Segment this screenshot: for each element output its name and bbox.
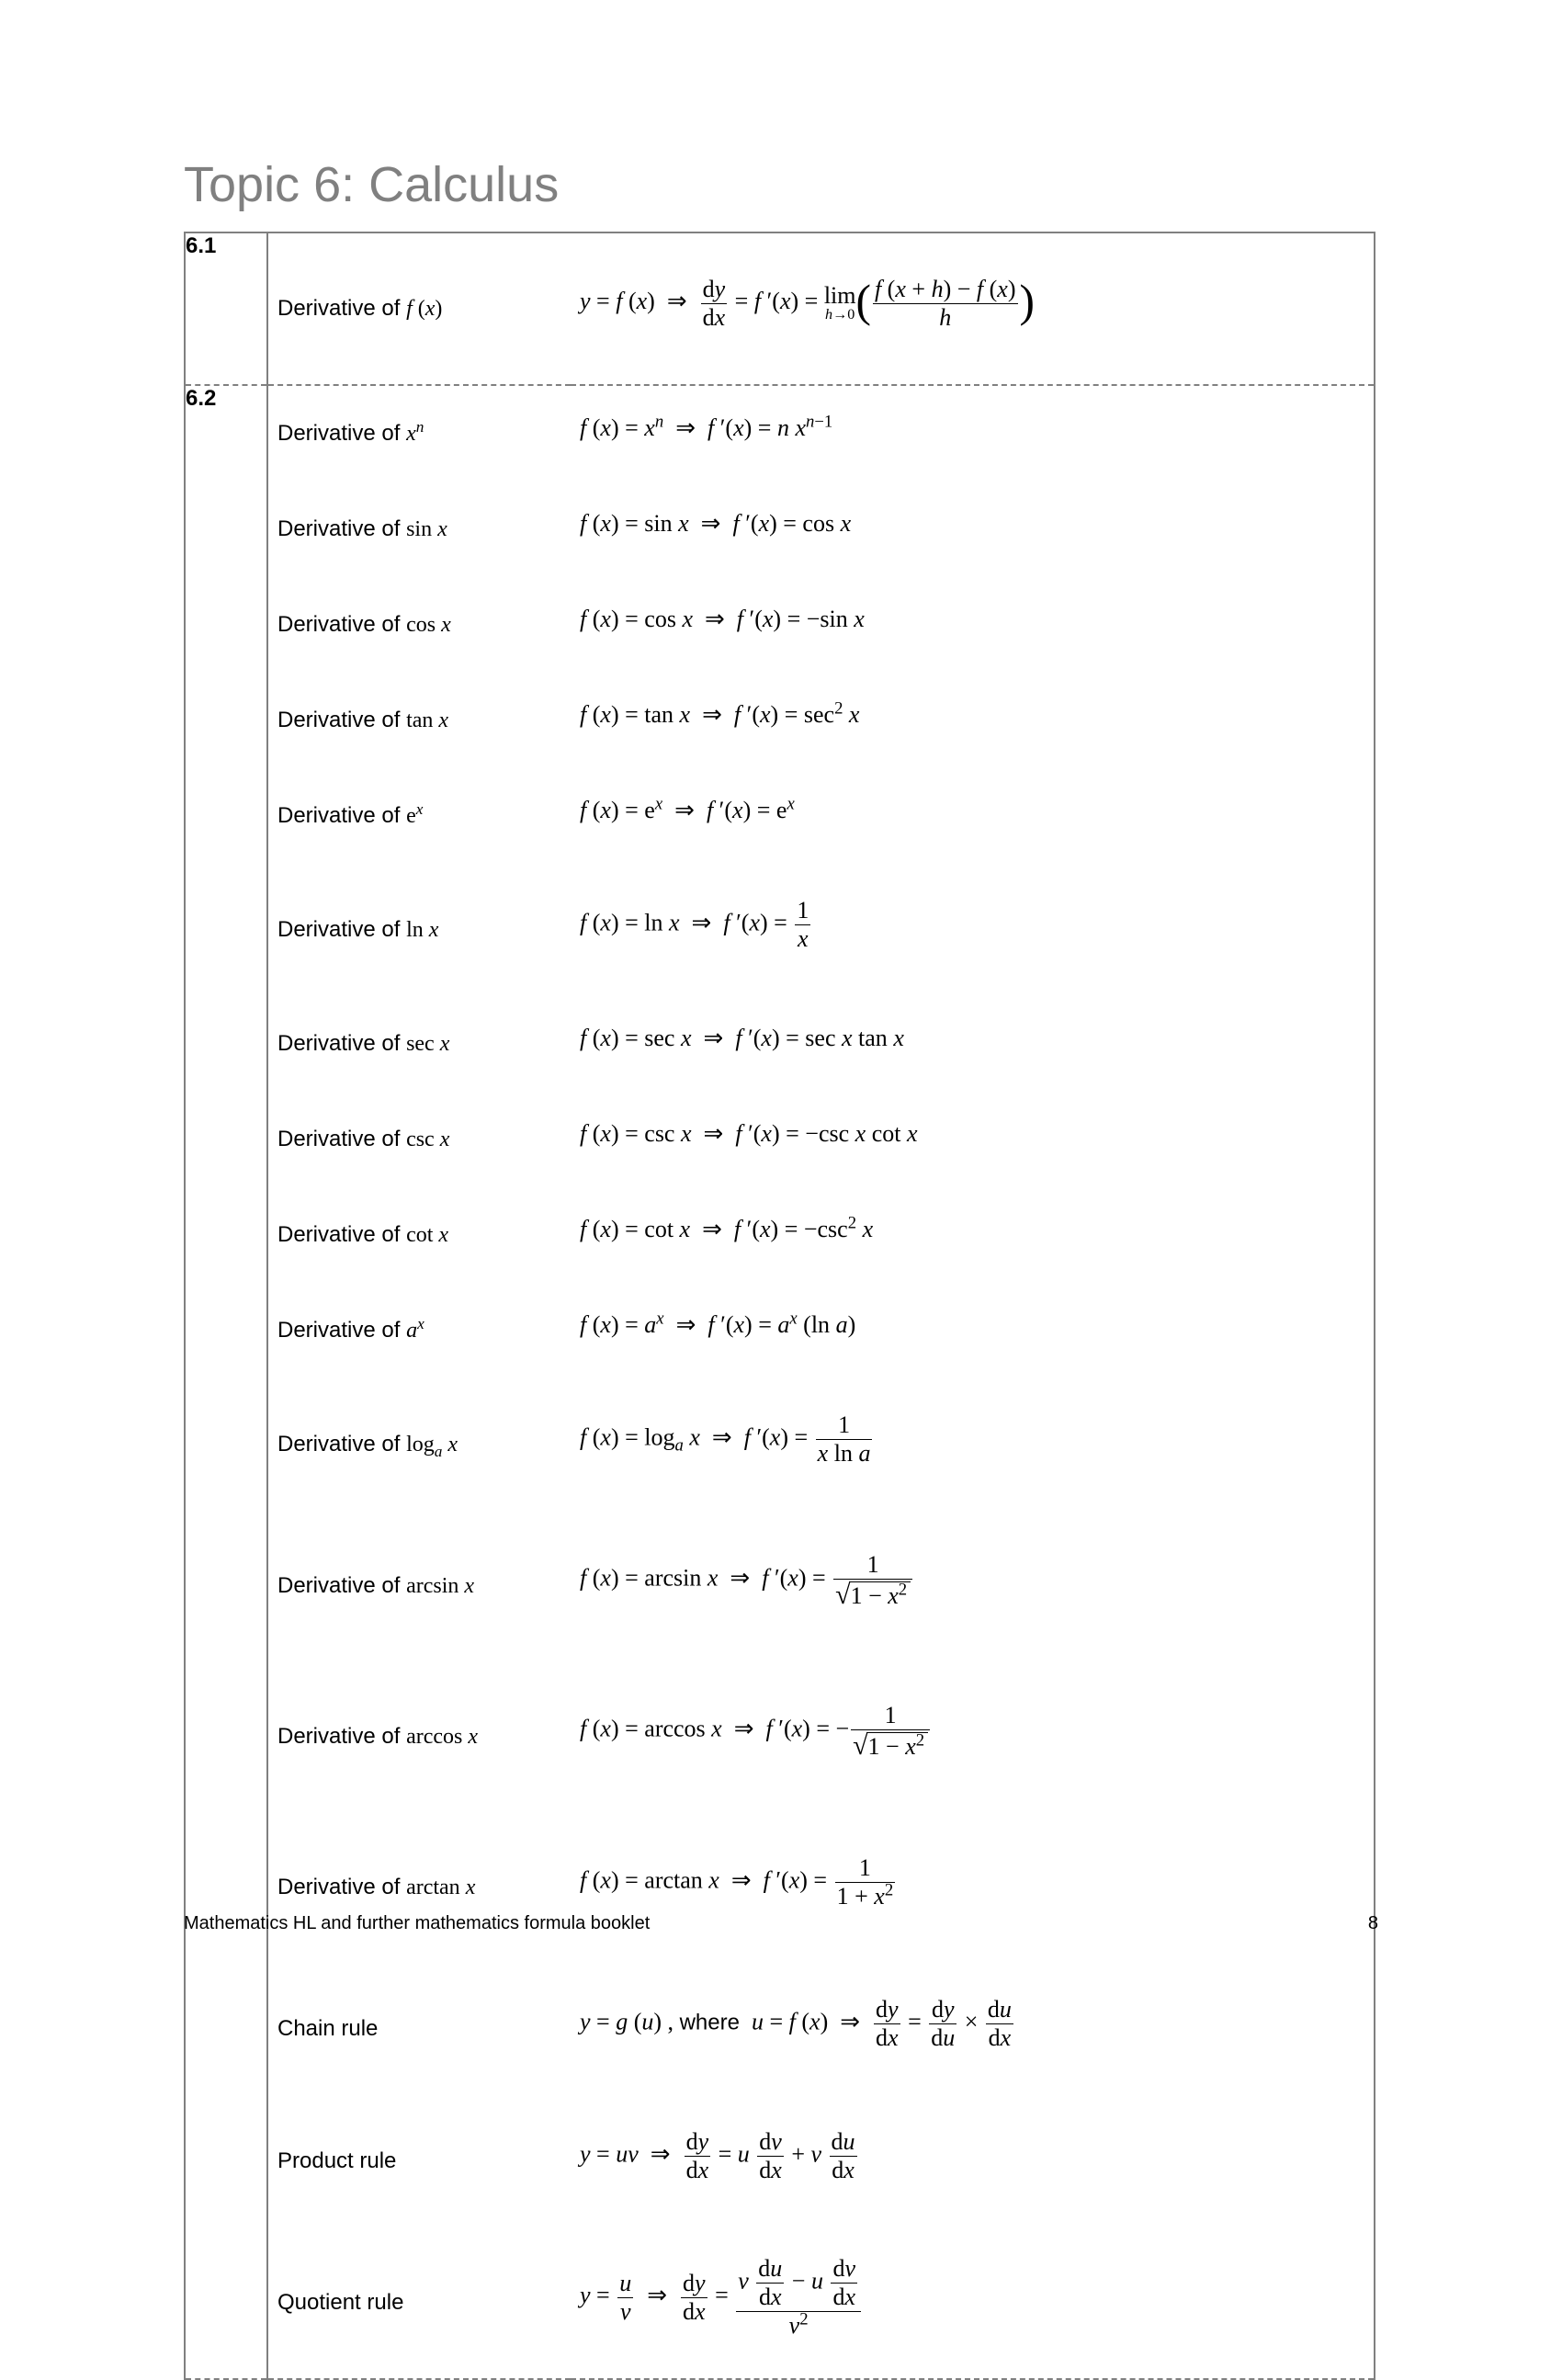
formula-label: Derivative of csc x [277, 1127, 449, 1152]
formula-cell: f (x) = ax ⇒ f ′(x) = ax (ln a) [571, 1283, 1375, 1378]
formula-label: Derivative of ln x [277, 917, 438, 943]
formula-label: Derivative of cos x [277, 612, 451, 638]
formula-label: Product rule [277, 2148, 396, 2174]
formula-label-cell: Derivative of tan x [267, 673, 571, 768]
page-footer: Mathematics HL and further mathematics f… [184, 1913, 1378, 1934]
formula-label-cell: Derivative of ln x [267, 864, 571, 996]
formula-label-cell: Derivative of sec x [267, 996, 571, 1092]
formula-cell: f (x) = csc x ⇒ f ′(x) = −csc x cot x [571, 1092, 1375, 1187]
formula: f (x) = arccos x ⇒ f ′(x) = −1√1 − x2 [580, 1702, 932, 1761]
formula-label: Derivative of arccos x [277, 1724, 478, 1750]
section-number: 6.1 [185, 232, 267, 385]
table-row: Derivative of tan x f (x) = tan x ⇒ f ′(x… [185, 673, 1375, 768]
formula-label: Derivative of f (x) [277, 296, 442, 322]
table-row: Derivative of ln x f (x) = ln x ⇒ f ′(x) … [185, 864, 1375, 996]
formula-label-cell: Chain rule [267, 1963, 571, 2095]
formula-label: Derivative of loga x [277, 1432, 458, 1457]
formula-label-cell: Derivative of sin x [267, 482, 571, 577]
footer-left: Mathematics HL and further mathematics f… [184, 1913, 650, 1934]
table-row: Product rule y = uv ⇒ dydx = u dvdx + v d… [185, 2095, 1375, 2227]
formula-label: Derivative of arctan x [277, 1875, 475, 1900]
formula-cell: f (x) = cos x ⇒ f ′(x) = −sin x [571, 577, 1375, 673]
formula: f (x) = sin x ⇒ f ′(x) = cos x [580, 510, 851, 538]
formula: f (x) = csc x ⇒ f ′(x) = −csc x cot x [580, 1120, 918, 1148]
formula-label: Chain rule [277, 2016, 378, 2042]
page-title: Topic 6: Calculus [184, 156, 1378, 213]
formula-label-cell: Derivative of ax [267, 1283, 571, 1378]
table-row: Derivative of ex f (x) = ex ⇒ f ′(x) = ex [185, 768, 1375, 864]
formula-cell: f (x) = tan x ⇒ f ′(x) = sec2 x [571, 673, 1375, 768]
formula-label-cell: Derivative of ex [267, 768, 571, 864]
formula-cell: f (x) = arccos x ⇒ f ′(x) = −1√1 − x2 [571, 1661, 1375, 1812]
formula-label-cell: Derivative of csc x [267, 1092, 571, 1187]
formula: f (x) = ln x ⇒ f ′(x) = 1x [580, 897, 812, 953]
table-row: Derivative of arccos x f (x) = arccos x ⇒… [185, 1661, 1375, 1812]
table-row: Derivative of arcsin x f (x) = arcsin x ⇒… [185, 1511, 1375, 1661]
formula: f (x) = xn ⇒ f ′(x) = n xn−1 [580, 414, 832, 442]
formula: f (x) = sec x ⇒ f ′(x) = sec x tan x [580, 1025, 904, 1052]
formula-cell: f (x) = arcsin x ⇒ f ′(x) = 1√1 − x2 [571, 1511, 1375, 1661]
table-row: Quotient rule y = uv ⇒ dydx = v dudx − u … [185, 2227, 1375, 2379]
formula-cell: f (x) = ln x ⇒ f ′(x) = 1x [571, 864, 1375, 996]
table-row: 6.2Derivative of xnf (x) = xn ⇒ f ′(x) =… [185, 385, 1375, 482]
formula: f (x) = arctan x ⇒ f ′(x) = 11 + x2 [580, 1854, 897, 1910]
formula: f (x) = cot x ⇒ f ′(x) = −csc2 x [580, 1216, 873, 1243]
formula-label-cell: Derivative of xn [267, 385, 571, 482]
formula-table: 6.1 Derivative of f (x) y = f (x) ⇒ dydx =… [184, 232, 1375, 2380]
formula: f (x) = arcsin x ⇒ f ′(x) = 1√1 − x2 [580, 1551, 914, 1610]
table-row: Derivative of loga x f (x) = loga x ⇒ f ′… [185, 1378, 1375, 1511]
formula-cell: f (x) = sec x ⇒ f ′(x) = sec x tan x [571, 996, 1375, 1092]
formula: y = g (u) , where u = f (x) ⇒ dydx = dyd… [580, 1996, 1015, 2052]
formula-label: Quotient rule [277, 2290, 403, 2316]
section-number: 6.2 [185, 385, 267, 2379]
formula-label: Derivative of xn [277, 421, 424, 447]
formula: y = f (x) ⇒ dydx = f ′(x) = limh→0(f (x … [580, 276, 1035, 332]
formula-label-cell: Derivative of arcsin x [267, 1511, 571, 1661]
formula: f (x) = loga x ⇒ f ′(x) = 1x ln a [580, 1411, 874, 1468]
formula-label-cell: Product rule [267, 2095, 571, 2227]
formula-cell: f (x) = arctan x ⇒ f ′(x) = 11 + x2 [571, 1812, 1375, 1963]
table-row: Derivative of cos x f (x) = cos x ⇒ f ′(x… [185, 577, 1375, 673]
formula-cell: f (x) = ex ⇒ f ′(x) = ex [571, 768, 1375, 864]
table-row: Derivative of sec x f (x) = sec x ⇒ f ′(x… [185, 996, 1375, 1092]
table-row: Derivative of sin x f (x) = sin x ⇒ f ′(x… [185, 482, 1375, 577]
formula-cell: y = f (x) ⇒ dydx = f ′(x) = limh→0(f (x … [571, 232, 1375, 385]
formula-label-cell: Derivative of arccos x [267, 1661, 571, 1812]
table-row: Derivative of csc x f (x) = csc x ⇒ f ′(x… [185, 1092, 1375, 1187]
table-row: Derivative of arctan x f (x) = arctan x ⇒… [185, 1812, 1375, 1963]
formula-label: Derivative of ex [277, 803, 423, 829]
formula: f (x) = tan x ⇒ f ′(x) = sec2 x [580, 701, 859, 729]
formula-label: Derivative of arcsin x [277, 1573, 474, 1599]
formula-label-cell: Derivative of arctan x [267, 1812, 571, 1963]
table-row: Derivative of cot x f (x) = cot x ⇒ f ′(x… [185, 1187, 1375, 1283]
formula-label-cell: Derivative of f (x) [267, 232, 571, 385]
formula: f (x) = cos x ⇒ f ′(x) = −sin x [580, 606, 865, 633]
formula: f (x) = ex ⇒ f ′(x) = ex [580, 797, 795, 824]
formula: f (x) = ax ⇒ f ′(x) = ax (ln a) [580, 1311, 855, 1339]
formula: y = uv ⇒ dydx = u dvdx + v dudx [580, 2128, 859, 2184]
formula-cell: y = uv ⇒ dydx = v dudx − u dvdxv2 [571, 2227, 1375, 2379]
formula-label: Derivative of ax [277, 1318, 424, 1343]
formula-cell: f (x) = cot x ⇒ f ′(x) = −csc2 x [571, 1187, 1375, 1283]
formula-cell: f (x) = loga x ⇒ f ′(x) = 1x ln a [571, 1378, 1375, 1511]
formula-label: Derivative of cot x [277, 1222, 448, 1248]
formula-cell: f (x) = sin x ⇒ f ′(x) = cos x [571, 482, 1375, 577]
formula-label: Derivative of sec x [277, 1031, 449, 1057]
table-row: Derivative of ax f (x) = ax ⇒ f ′(x) = ax… [185, 1283, 1375, 1378]
formula-label-cell: Derivative of cos x [267, 577, 571, 673]
formula-label-cell: Derivative of loga x [267, 1378, 571, 1511]
formula-cell: f (x) = xn ⇒ f ′(x) = n xn−1 [571, 385, 1375, 482]
formula-label-cell: Derivative of cot x [267, 1187, 571, 1283]
table-row: 6.1 Derivative of f (x) y = f (x) ⇒ dydx =… [185, 232, 1375, 385]
footer-right: 8 [1368, 1913, 1378, 1934]
formula-label: Derivative of sin x [277, 516, 447, 542]
formula-label: Derivative of tan x [277, 708, 448, 733]
formula-cell: y = uv ⇒ dydx = u dvdx + v dudx [571, 2095, 1375, 2227]
formula-label-cell: Quotient rule [267, 2227, 571, 2379]
table-row: Chain rule y = g (u) , where u = f (x) ⇒ … [185, 1963, 1375, 2095]
formula-cell: y = g (u) , where u = f (x) ⇒ dydx = dyd… [571, 1963, 1375, 2095]
page: Topic 6: Calculus 6.1 Derivative of f (x)… [0, 0, 1562, 2022]
formula: y = uv ⇒ dydx = v dudx − u dvdxv2 [580, 2255, 863, 2340]
